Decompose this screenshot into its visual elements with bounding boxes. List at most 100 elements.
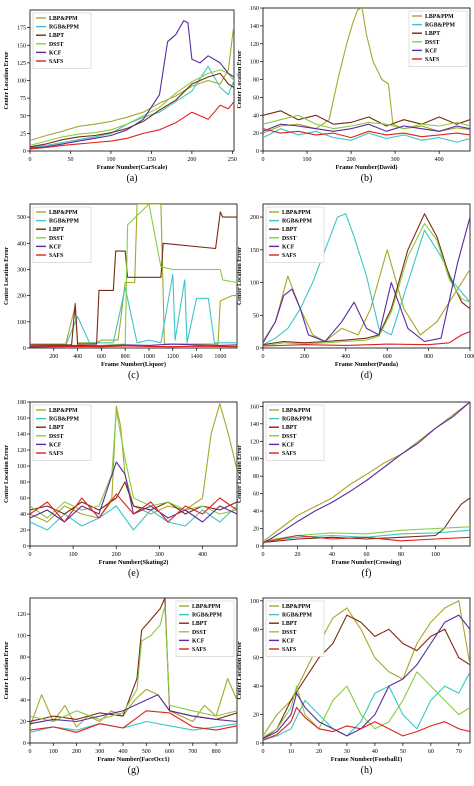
y-tick-label: 80 bbox=[20, 480, 26, 486]
series-line-dsst bbox=[263, 671, 470, 738]
y-tick-label: 175 bbox=[17, 26, 26, 32]
series-line-kcf bbox=[263, 216, 470, 344]
y-tick-label: 20 bbox=[253, 713, 259, 719]
legend: LBP&PPM RGB&PPM LBPT DSST KCF SAFS bbox=[408, 10, 468, 67]
series-line-rgb-ppm bbox=[30, 65, 234, 149]
y-tick-label: 60 bbox=[253, 656, 259, 662]
y-tick-label: 100 bbox=[17, 79, 26, 85]
y-tick-label: 120 bbox=[17, 448, 26, 454]
series-group bbox=[30, 20, 234, 150]
legend-label: KCF bbox=[49, 442, 62, 448]
y-tick-label: 100 bbox=[17, 634, 26, 640]
legend-box bbox=[175, 600, 235, 657]
series-line-rgb-ppm bbox=[263, 213, 470, 346]
legend-label: LBPT bbox=[282, 227, 297, 233]
y-tick-label: 0 bbox=[256, 149, 259, 155]
x-tick-label: 1400 bbox=[191, 354, 203, 360]
x-tick-label: 0 bbox=[262, 552, 265, 558]
x-tick-label: 0 bbox=[29, 157, 32, 163]
x-tick-label: 200 bbox=[112, 552, 121, 558]
legend-label: RGB&PPM bbox=[425, 23, 455, 29]
y-tick-label: 80 bbox=[253, 78, 259, 84]
y-tick-label: 40 bbox=[20, 698, 26, 704]
y-tick-label: 300 bbox=[17, 267, 26, 273]
y-tick-label: 0 bbox=[256, 346, 259, 352]
series-line-safs bbox=[30, 101, 234, 150]
legend-label: DSST bbox=[282, 236, 297, 242]
x-tick-label: 400 bbox=[73, 354, 82, 360]
legend-label: SAFS bbox=[49, 451, 63, 457]
panel-caption: (f) bbox=[362, 568, 372, 579]
legend-box bbox=[32, 206, 92, 263]
y-tick-label: 200 bbox=[250, 215, 259, 221]
x-tick-label: 20 bbox=[295, 552, 301, 558]
panel-d: 0 200 400 600 800 1000 0 50 100 150 200 Frame Numbe… bbox=[237, 203, 474, 381]
legend-label: DSST bbox=[425, 40, 440, 46]
y-tick-label: 25 bbox=[20, 131, 26, 137]
legend-label: LBPT bbox=[192, 621, 207, 627]
y-tick-label: 400 bbox=[17, 241, 26, 247]
series-line-lbp-ppm bbox=[30, 678, 237, 728]
y-tick-label: 0 bbox=[23, 149, 26, 155]
y-axis-label: Center Location Error bbox=[4, 641, 10, 699]
legend: LBP&PPM RGB&PPM LBPT DSST KCF SAFS bbox=[265, 404, 325, 461]
x-tick-label: 600 bbox=[383, 354, 392, 360]
y-axis-label: Center Location Error bbox=[237, 445, 243, 503]
series-line-dsst bbox=[30, 604, 237, 723]
y-axis-label: Center Location Error bbox=[237, 50, 243, 108]
series-group bbox=[263, 600, 470, 741]
series-line-rgb-ppm bbox=[263, 128, 470, 143]
legend-label: SAFS bbox=[192, 647, 206, 653]
series-line-dsst bbox=[263, 223, 470, 347]
series-line-lbpt bbox=[30, 211, 237, 346]
y-tick-label: 150 bbox=[250, 248, 259, 254]
series-line-lbpt bbox=[263, 110, 470, 127]
series-group bbox=[30, 403, 237, 531]
legend-label: RGB&PPM bbox=[192, 613, 222, 619]
y-tick-label: 125 bbox=[17, 61, 26, 67]
x-tick-label: 200 bbox=[300, 354, 309, 360]
y-tick-label: 50 bbox=[20, 114, 26, 120]
y-tick-label: 80 bbox=[20, 655, 26, 661]
x-tick-label: 40 bbox=[372, 749, 378, 755]
x-tick-label: 100 bbox=[106, 157, 115, 163]
series-line-lbp-ppm bbox=[30, 204, 237, 345]
y-tick-label: 140 bbox=[17, 432, 26, 438]
x-tick-label: 250 bbox=[228, 157, 237, 163]
legend-label: RGB&PPM bbox=[282, 613, 312, 619]
series-line-safs bbox=[263, 331, 470, 347]
legend-label: SAFS bbox=[425, 57, 439, 63]
x-tick-label: 800 bbox=[424, 354, 433, 360]
x-tick-label: 400 bbox=[435, 157, 444, 163]
x-tick-label: 50 bbox=[400, 749, 406, 755]
series-line-safs bbox=[263, 706, 470, 741]
x-tick-label: 80 bbox=[398, 552, 404, 558]
legend-label: SAFS bbox=[49, 59, 63, 65]
series-group bbox=[263, 402, 470, 544]
y-tick-label: 80 bbox=[253, 474, 259, 480]
y-tick-label: 20 bbox=[20, 528, 26, 534]
x-tick-label: 200 bbox=[49, 354, 58, 360]
x-tick-label: 400 bbox=[119, 749, 128, 755]
series-line-rgb-ppm bbox=[30, 274, 237, 346]
panel-caption: (c) bbox=[128, 370, 139, 381]
x-tick-label: 100 bbox=[431, 552, 440, 558]
series-line-dsst bbox=[263, 114, 470, 130]
legend-label: SAFS bbox=[49, 253, 63, 259]
legend: LBP&PPM RGB&PPM LBPT DSST KCF SAFS bbox=[265, 206, 325, 263]
y-tick-label: 100 bbox=[17, 464, 26, 470]
y-tick-label: 150 bbox=[17, 43, 26, 49]
legend: LBP&PPM RGB&PPM LBPT DSST KCF SAFS bbox=[175, 600, 235, 657]
panel-c: 200 400 600 800 1000 1200 1400 1600 0 100 200 300 40… bbox=[4, 203, 238, 381]
legend-label: RGB&PPM bbox=[282, 219, 312, 225]
y-tick-label: 50 bbox=[253, 313, 259, 319]
panel-f: 0 20 40 60 80 100 0 20 40 60 80 100 120 140 160 Frame N… bbox=[237, 401, 471, 579]
y-tick-label: 60 bbox=[253, 95, 259, 101]
legend-label: DSST bbox=[282, 434, 297, 440]
legend-label: LBPT bbox=[49, 33, 64, 39]
y-tick-label: 140 bbox=[250, 422, 259, 428]
y-tick-label: 40 bbox=[253, 113, 259, 119]
series-line-lbp-ppm bbox=[30, 403, 237, 523]
legend: LBP&PPM RGB&PPM LBPT DSST KCF SAFS bbox=[32, 404, 92, 461]
